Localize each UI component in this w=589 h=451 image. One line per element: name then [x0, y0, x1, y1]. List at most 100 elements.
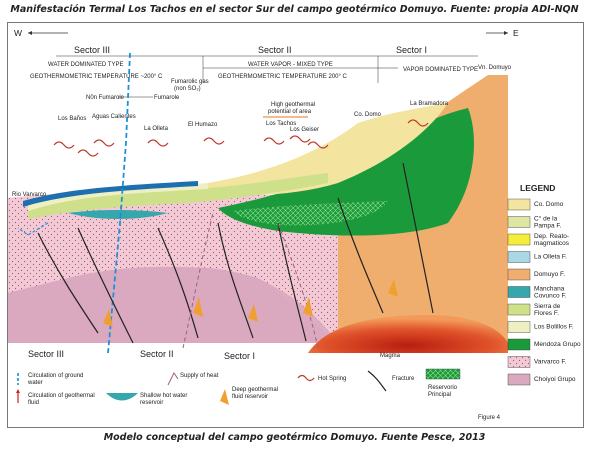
high-geo-label-2: potential of area	[268, 109, 312, 115]
circ-ground-label-2: water	[27, 380, 43, 386]
s2-type-label: WATER VAPOR - MIXED TYPE	[248, 62, 333, 68]
heat-label: Supply of heat	[180, 373, 219, 379]
fumarolic-gas-label: Fumarolic gas	[171, 79, 209, 85]
legend-label: Manchana	[534, 286, 565, 293]
magma-label: Magma	[380, 353, 401, 359]
reservorio-legend-swatch	[425, 368, 461, 380]
conceptual-model-figure: W E Sector III Sector II Sector I WATER …	[7, 22, 584, 428]
hot-spring-label: Hot Spring	[318, 376, 346, 382]
heat-legend-icon	[167, 372, 179, 386]
legend-swatch	[507, 251, 531, 263]
legend-item: Varvarco F.	[507, 356, 567, 368]
surface-water-layer	[23, 181, 198, 207]
legend-swatch	[507, 356, 531, 368]
fracture-line	[217, 222, 254, 339]
shallow-reservoir-lens	[68, 210, 168, 219]
legend-label: La Olleta F.	[534, 254, 567, 261]
west-arrowhead	[28, 31, 32, 35]
groundwater-flow-line	[107, 52, 131, 354]
sierra-flores-layer	[28, 173, 328, 219]
legend-swatch	[507, 321, 531, 333]
bottom-caption: Modelo conceptual del campo geotérmico D…	[103, 432, 486, 443]
legend-item: Domuyo F.	[507, 268, 565, 281]
la-olleta-label: La Olleta	[144, 126, 169, 132]
vn-domuyo-label: Vn. Domuyo	[478, 65, 512, 71]
legend-label: Covunco F.	[534, 293, 567, 300]
choiyoi-lower-band	[8, 267, 338, 343]
fracture-line	[77, 227, 134, 344]
el-humazo-label: El Humazo	[188, 122, 218, 128]
west-label: W	[14, 28, 22, 38]
s2-temp-label: GEOTHERMOMETRIC TEMPERATURE 200° C	[218, 74, 348, 80]
heat-supply-line	[277, 222, 319, 349]
legend-label: Dep. Reato-	[534, 233, 569, 240]
legend-label: Flores F.	[534, 310, 559, 317]
s1-type-label: VAPOR DOMINATED TYPE	[403, 67, 478, 73]
la-bramadora-label: La Bramadora	[410, 101, 449, 107]
deep-reservoir-mark	[248, 304, 258, 322]
legend-swatch	[507, 303, 531, 316]
legend-label: Sierra de	[534, 303, 561, 310]
fracture-line	[157, 227, 199, 339]
fracture-line	[37, 232, 99, 334]
legend-swatch	[507, 373, 531, 386]
hot-spring-legend-icon	[297, 374, 315, 382]
co-domo-unit	[208, 103, 448, 196]
legend-label: Varvarco F.	[534, 359, 567, 366]
figure-label: Figure 4	[478, 415, 501, 421]
non-so2-label: (non SO₂)	[174, 86, 201, 92]
legend-label: Pampa F.	[534, 223, 562, 230]
fracture-line	[402, 162, 434, 314]
shallow-label-1: Shallow hot water	[140, 393, 187, 399]
sector-i-top-label: Sector I	[396, 45, 427, 55]
legend-label: C° de la	[534, 215, 558, 223]
rio-varvarco-label: Rio Varvarco	[12, 192, 47, 198]
legend-title: LEGEND	[520, 183, 555, 193]
legend-item: La Olleta F.	[507, 251, 567, 263]
s3-type-label: WATER DOMINATED TYPE	[48, 62, 123, 68]
sector-ii-top-label: Sector II	[258, 45, 292, 55]
sector-i-bottom-label: Sector I	[224, 351, 255, 361]
hot-spring-icons	[53, 119, 429, 157]
los-geiser-label: Los Geiser	[290, 127, 319, 133]
reservorio-principal	[233, 201, 388, 226]
los-tachos-label: Los Tachos	[266, 121, 296, 127]
legend-label: Domuyo F.	[534, 271, 565, 278]
east-arrowhead	[504, 31, 508, 35]
legend-label: Co. Domo	[534, 201, 564, 208]
sector-iii-top-label: Sector III	[74, 45, 110, 55]
legend-label: magmaticos	[534, 240, 570, 247]
legend-item: Co. Domo	[507, 198, 564, 211]
legend-label: Mendoza Grupo	[534, 341, 581, 348]
cross-section-diagram: W E Sector III Sector II Sector I WATER …	[8, 28, 581, 421]
legend-swatch	[507, 198, 531, 211]
reservorio-label-1: Reservorio	[428, 385, 458, 391]
deep-label-1: Deep geothermal	[232, 387, 278, 393]
legend-swatch	[507, 216, 531, 228]
legend-item: Dep. Reato-magmaticos	[507, 233, 570, 247]
non-fumarole-label: N0n Fumarole	[86, 95, 125, 101]
legend-item: Los Bolillos F.	[507, 321, 574, 333]
shallow-reservoir-legend-icon	[106, 393, 138, 401]
los-banos-label: Los Baños	[58, 116, 86, 122]
reservorio-label-2: Principal	[428, 392, 451, 398]
fracture-label: Fracture	[392, 376, 415, 382]
legend-swatch	[507, 233, 531, 246]
circ-geo-label-1: Circulation of geothermal	[28, 393, 95, 399]
heat-supply-line	[182, 212, 214, 349]
legend-swatch	[507, 338, 531, 351]
east-label: E	[513, 28, 519, 38]
deep-label-2: fluid reservoir	[232, 394, 268, 400]
deep-reservoir-mark	[303, 297, 313, 317]
aguas-calientes-label: Aguas Calientes	[92, 114, 136, 120]
deep-reservoir-mark	[388, 279, 398, 297]
circ-ground-label-1: Circulation of ground	[28, 373, 83, 379]
top-caption: Manifestación Termal Los Tachos en el se…	[10, 4, 579, 15]
fracture-legend-icon	[367, 370, 387, 392]
fracture-line	[277, 222, 307, 342]
magma-chamber	[308, 315, 508, 353]
deep-reservoir-legend-icon	[220, 389, 229, 405]
legend-item: Choiyoi Grupo	[507, 373, 576, 386]
